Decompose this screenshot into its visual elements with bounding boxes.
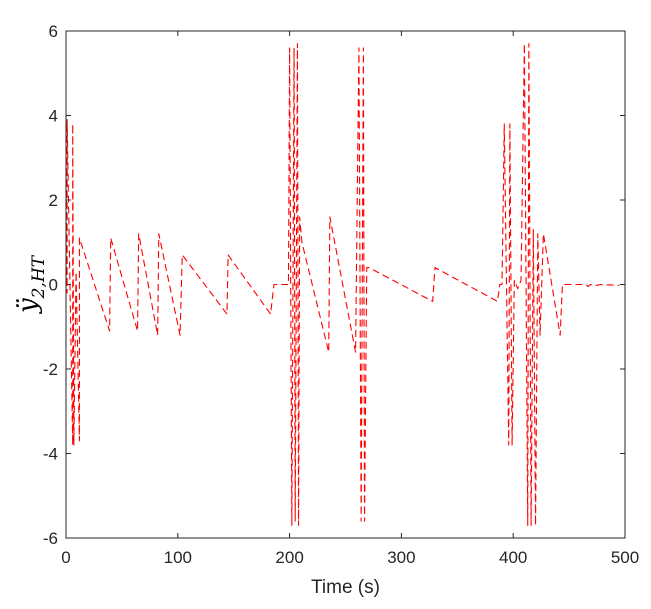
x-axis-label: Time (s): [311, 577, 380, 598]
y-axis-label-base: ÿ: [13, 298, 43, 314]
x-tick-label: 100: [164, 548, 192, 567]
y-tick-label: -2: [43, 360, 58, 379]
y-tick-label: 0: [49, 276, 58, 295]
y-tick-label: -6: [43, 529, 58, 548]
x-tick-labels: 0 100 200 300 400 500: [61, 548, 639, 567]
y-tick-label: 6: [49, 22, 58, 41]
y-tick-labels: -6 -4 -2 0 2 4 6: [43, 22, 58, 548]
x-tick-label: 200: [275, 548, 303, 567]
x-tick-label: 500: [611, 548, 639, 567]
series-line-0: [65, 43, 620, 526]
series-layer: [65, 43, 620, 526]
y-axis-label: ÿ2,HT: [13, 254, 49, 314]
x-tick-label: 0: [61, 548, 70, 567]
x-tick-label: 300: [387, 548, 415, 567]
y-axis-label-subscript: 2,HT: [29, 254, 49, 299]
y-tick-label: 2: [49, 191, 58, 210]
y-tick-label: 4: [49, 107, 58, 126]
plot-area: [66, 31, 625, 538]
x-tick-label: 400: [499, 548, 527, 567]
y-tick-label: -4: [43, 445, 58, 464]
axes-box: [65, 30, 626, 539]
